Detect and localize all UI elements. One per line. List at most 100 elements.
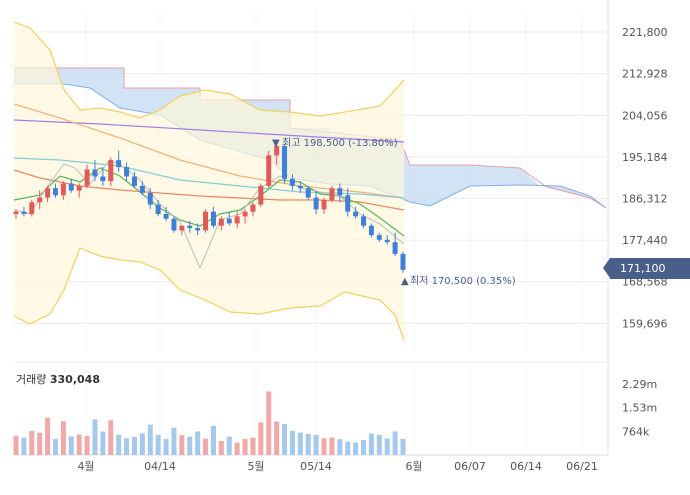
candle-body: [297, 185, 303, 189]
candle-body: [76, 185, 82, 191]
candle-body: [171, 218, 177, 231]
volume-bar: [163, 438, 169, 455]
candle-body: [139, 185, 145, 193]
candle-body: [266, 155, 272, 186]
high-annotation: ▼ 최고 198,500 (-13.80%): [272, 137, 398, 149]
candle-body: [282, 146, 288, 179]
volume-bar: [329, 437, 335, 455]
volume-tick-label: 1.53m: [622, 402, 657, 415]
volume-bar: [353, 442, 359, 455]
candle-body: [234, 216, 240, 224]
time-tick-label: 06/21: [566, 460, 598, 473]
volume-bar: [147, 424, 153, 455]
volume-bar: [60, 421, 66, 455]
volume-bar: [68, 436, 74, 455]
candle-body: [92, 169, 98, 177]
price-tick-label: 159,696: [622, 317, 668, 330]
volume-bar: [187, 436, 193, 455]
volume-bar: [400, 438, 406, 455]
candle-body: [187, 225, 193, 229]
volume-bar: [139, 433, 145, 455]
candle-body: [353, 211, 359, 217]
volume-bar: [361, 440, 367, 455]
volume-bar: [368, 433, 374, 455]
candle-body: [52, 188, 58, 196]
volume-bar: [218, 441, 224, 455]
volume-bar: [37, 432, 43, 455]
candles-group: [13, 141, 406, 273]
candle-body: [210, 211, 216, 226]
volume-bar: [21, 437, 27, 455]
candle-body: [155, 204, 161, 214]
candle-body: [147, 192, 153, 205]
candle-body: [163, 214, 169, 219]
volume-bar: [29, 430, 35, 455]
candle-body: [384, 239, 390, 243]
candle-body: [226, 218, 232, 224]
candle-body: [305, 188, 311, 198]
price-tick-label: 177,440: [622, 234, 668, 247]
volume-bar: [321, 438, 327, 455]
candle-body: [368, 225, 374, 236]
high-annotation-text: 최고 198,500 (-13.80%): [282, 137, 398, 149]
candle-body: [329, 188, 335, 200]
candle-body: [13, 211, 19, 214]
candle-body: [37, 197, 43, 203]
volume-bar: [242, 438, 248, 455]
price-tick-label: 212,928: [622, 68, 668, 81]
candle-body: [242, 211, 248, 217]
candle-body: [337, 188, 343, 196]
price-tick-label: 204,056: [622, 109, 668, 122]
candle-body: [100, 176, 106, 182]
volume-bar: [282, 424, 288, 455]
volume-bar: [203, 438, 209, 455]
candle-body: [258, 185, 264, 205]
svg-text:▲: ▲: [401, 276, 409, 287]
candle-body: [108, 160, 114, 182]
candle-body: [313, 197, 319, 210]
volume-bar: [384, 438, 390, 455]
candle-body: [345, 195, 351, 212]
candle-body: [60, 183, 66, 196]
candle-body: [250, 204, 256, 212]
svg-text:▼: ▼: [272, 138, 280, 149]
volume-bar: [124, 438, 130, 455]
candle-body: [400, 253, 406, 270]
candle-body: [392, 242, 398, 254]
time-tick-label: 06/07: [454, 460, 486, 473]
candle-body: [376, 235, 382, 240]
volume-bar: [45, 417, 51, 455]
volume-bar: [171, 427, 177, 455]
time-tick-label: 05/14: [300, 460, 332, 473]
candle-body: [116, 160, 122, 168]
volume-bar: [179, 435, 185, 455]
volume-value: 330,048: [49, 373, 100, 386]
candle-body: [45, 188, 51, 198]
volume-bar: [392, 431, 398, 455]
time-tick-label: 04/14: [144, 460, 176, 473]
volume-bar: [76, 434, 82, 455]
indicator-bands: [13, 21, 607, 341]
time-tick-label: 4월: [77, 460, 94, 473]
volume-header: 거래량 330,048: [16, 371, 100, 387]
time-tick-label: 6월: [405, 460, 422, 473]
volume-bars: [13, 391, 406, 455]
volume-bar: [195, 431, 201, 455]
time-tick-label: 06/14: [510, 460, 542, 473]
time-tick-label: 5월: [247, 460, 264, 473]
volume-bar: [131, 437, 137, 455]
volume-bar: [92, 419, 98, 455]
price-tick-label: 195,184: [622, 151, 668, 164]
volume-label: 거래량: [16, 373, 47, 386]
current-price-value: 171,100: [620, 262, 666, 275]
volume-bar: [376, 434, 382, 455]
volume-bar: [84, 436, 90, 455]
low-annotation: ▲ 최저 170,500 (0.35%): [401, 275, 516, 287]
candle-body: [84, 169, 90, 186]
volume-bar: [297, 432, 303, 455]
candle-body: [124, 167, 130, 177]
volume-bar: [289, 430, 295, 455]
volume-bar: [52, 438, 58, 455]
volume-bar: [345, 441, 351, 455]
